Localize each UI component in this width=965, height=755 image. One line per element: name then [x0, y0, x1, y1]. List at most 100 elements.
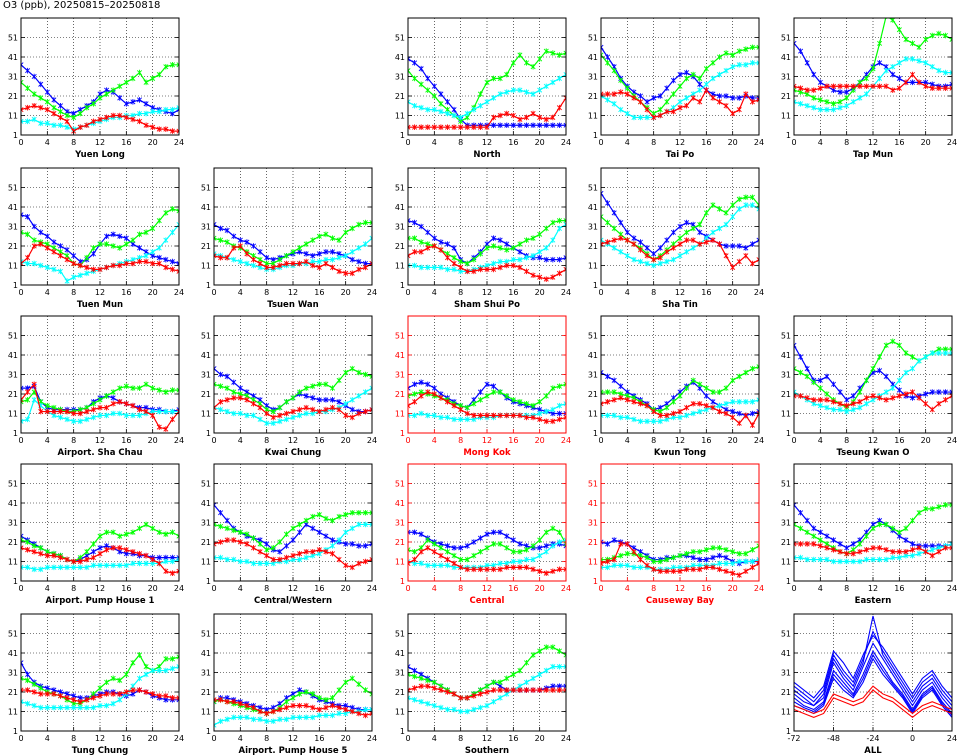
data-point-green: [214, 235, 217, 241]
data-point-cyan: [31, 116, 37, 123]
data-point-cyan: [497, 91, 503, 97]
data-point-cyan: [736, 558, 742, 565]
x-tick-label: 4: [818, 436, 823, 445]
data-point-green: [690, 225, 696, 232]
data-point-cyan: [618, 414, 624, 421]
data-point-green: [110, 675, 116, 682]
data-point-blue: [451, 245, 457, 251]
data-point-cyan: [244, 558, 250, 565]
data-point-green: [316, 511, 322, 518]
data-point-red: [412, 124, 418, 130]
data-point-red: [710, 564, 716, 571]
data-point-green: [916, 44, 922, 51]
data-point-blue: [497, 529, 503, 536]
y-tick-label: 1: [786, 131, 791, 140]
data-point-blue: [444, 99, 451, 105]
data-point-green: [949, 502, 952, 508]
data-point-blue: [51, 239, 57, 245]
data-point-green: [71, 114, 77, 121]
y-tick-label: 11: [8, 410, 18, 419]
data-point-red: [637, 99, 644, 105]
data-point-green: [44, 402, 50, 409]
station-label: Eastern: [855, 596, 892, 606]
data-point-red: [90, 118, 96, 125]
data-point-blue: [38, 229, 44, 236]
data-point-red: [438, 687, 444, 693]
data-point-green: [651, 558, 657, 565]
data-point-green: [710, 545, 716, 551]
x-tick-label: 4: [818, 584, 823, 593]
data-point-green: [431, 679, 437, 686]
data-point-red: [90, 695, 96, 701]
data-point-cyan: [451, 706, 457, 713]
data-point-blue: [730, 408, 736, 415]
data-point-cyan: [250, 262, 257, 269]
data-point-cyan: [425, 106, 431, 113]
data-point-green: [369, 691, 372, 697]
data-point-red: [163, 568, 169, 575]
data-point-red: [218, 697, 224, 703]
data-point-red: [504, 412, 510, 419]
data-point-green: [877, 354, 883, 360]
data-point-red: [510, 112, 516, 119]
data-point-red: [730, 570, 736, 576]
data-point-green: [451, 552, 457, 559]
x-tick-label: 0: [598, 288, 603, 297]
data-point-cyan: [38, 704, 44, 711]
x-tick-label: 8: [844, 138, 849, 147]
data-point-green: [464, 556, 470, 563]
data-point-red: [51, 110, 57, 117]
data-point-red: [150, 260, 156, 267]
data-point-red: [31, 548, 37, 555]
data-point-cyan: [25, 118, 31, 125]
data-point-cyan: [949, 541, 952, 547]
data-point-red: [150, 556, 156, 563]
data-point-red: [64, 556, 70, 563]
data-point-cyan: [156, 245, 162, 251]
x-tick-label: 8: [264, 288, 269, 297]
data-point-green: [21, 675, 24, 682]
data-point-cyan: [537, 87, 543, 93]
station-label: North: [473, 150, 500, 160]
data-point-green: [163, 531, 169, 537]
data-point-red: [484, 124, 490, 130]
x-tick-label: 12: [675, 138, 685, 147]
data-point-cyan: [464, 416, 470, 423]
data-point-green: [929, 32, 935, 39]
x-tick-label: 8: [458, 288, 463, 297]
data-point-green: [477, 397, 483, 403]
data-point-red: [863, 83, 869, 90]
data-point-cyan: [64, 704, 70, 711]
x-tick-label: 20: [341, 288, 351, 297]
x-tick-label: 20: [148, 138, 158, 147]
data-point-green: [690, 71, 696, 78]
data-point-green: [110, 389, 116, 395]
y-tick-label: 1: [400, 281, 405, 290]
y-tick-label: 31: [8, 669, 18, 678]
data-point-red: [537, 687, 543, 693]
y-tick-label: 41: [201, 351, 211, 360]
data-point-cyan: [444, 266, 451, 273]
data-point-green: [936, 504, 942, 510]
x-tick-label: 12: [288, 288, 298, 297]
data-point-cyan: [412, 262, 418, 269]
data-point-green: [224, 239, 230, 245]
data-point-cyan: [51, 704, 57, 711]
data-point-red: [601, 241, 604, 247]
data-point-cyan: [537, 249, 543, 255]
data-point-red: [824, 83, 830, 90]
data-point-green: [218, 237, 224, 243]
x-tick-label: 24: [947, 584, 957, 593]
data-point-red: [458, 406, 464, 413]
data-point-green: [896, 26, 902, 33]
data-point-red: [870, 545, 876, 551]
data-point-blue: [31, 73, 37, 80]
data-point-cyan: [730, 560, 736, 567]
data-point-green: [21, 79, 24, 86]
data-point-red: [130, 116, 136, 123]
data-point-red: [605, 239, 611, 245]
station-label: Kwai Chung: [265, 448, 322, 458]
data-point-green: [624, 550, 630, 557]
data-point-blue: [756, 408, 759, 415]
